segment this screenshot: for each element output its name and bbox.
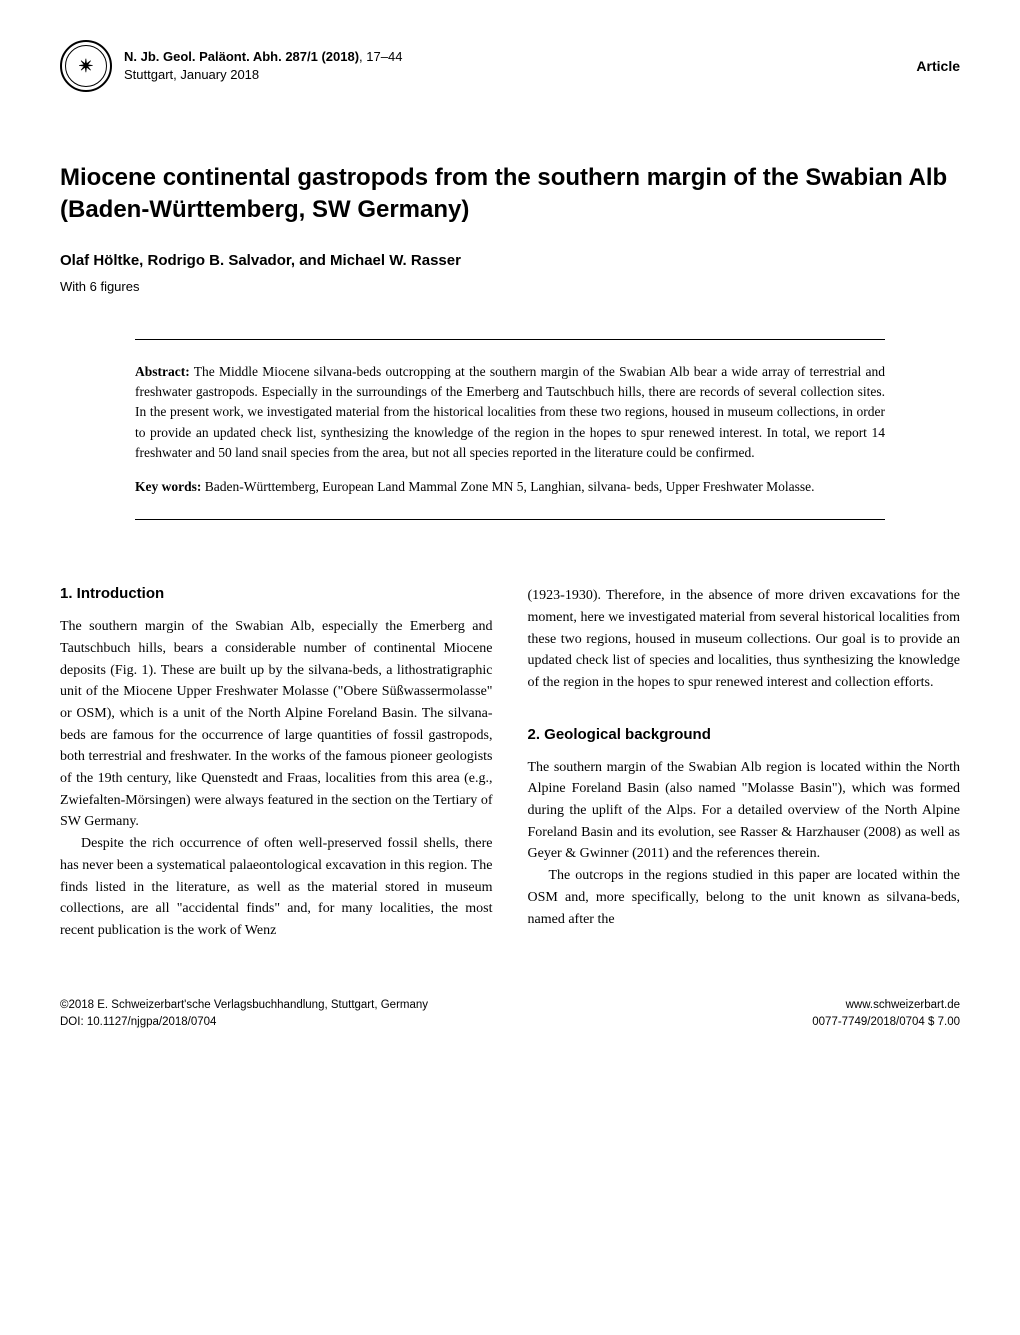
issn-price-line: 0077-7749/2018/0704 $ 7.00 — [812, 1014, 960, 1031]
publisher-line: Stuttgart, January 2018 — [124, 66, 402, 84]
section-heading-introduction: 1. Introduction — [60, 585, 493, 602]
header-left: ✴ N. Jb. Geol. Paläont. Abh. 287/1 (2018… — [60, 40, 402, 92]
intro-p3: (1923-1930). Therefore, in the absence o… — [528, 585, 961, 693]
publisher-logo-icon: ✴ — [60, 40, 112, 92]
abstract-paragraph: Abstract: The Middle Miocene silvana-bed… — [135, 362, 885, 463]
page-range: , 17–44 — [359, 49, 402, 64]
article-title: Miocene continental gastropods from the … — [60, 162, 960, 227]
abstract-block: Abstract: The Middle Miocene silvana-bed… — [135, 339, 885, 521]
section-heading-geology: 2. Geological background — [528, 726, 961, 743]
geo-p1: The southern margin of the Swabian Alb r… — [528, 757, 961, 865]
copyright-line: ©2018 E. Schweizerbart'sche Verlagsbuchh… — [60, 997, 428, 1014]
journal-title-line: N. Jb. Geol. Paläont. Abh. 287/1 (2018),… — [124, 48, 402, 66]
journal-info: N. Jb. Geol. Paläont. Abh. 287/1 (2018),… — [124, 48, 402, 84]
authors: Olaf Höltke, Rodrigo B. Salvador, and Mi… — [60, 252, 960, 269]
left-column: 1. Introduction The southern margin of t… — [60, 585, 493, 941]
intro-p1: The southern margin of the Swabian Alb, … — [60, 616, 493, 833]
logo-glyph: ✴ — [78, 56, 93, 77]
figures-note: With 6 figures — [60, 279, 960, 294]
abstract-text: The Middle Miocene silvana-beds outcropp… — [135, 364, 885, 460]
abstract-label: Abstract: — [135, 364, 190, 379]
intro-p2: Despite the rich occurrence of often wel… — [60, 833, 493, 941]
keywords-paragraph: Key words: Baden-Württemberg, European L… — [135, 477, 885, 497]
keywords-text: Baden-Württemberg, European Land Mammal … — [201, 479, 814, 494]
journal-title: N. Jb. Geol. Paläont. Abh. 287/1 (2018) — [124, 49, 359, 64]
page-header: ✴ N. Jb. Geol. Paläont. Abh. 287/1 (2018… — [60, 40, 960, 92]
footer-left: ©2018 E. Schweizerbart'sche Verlagsbuchh… — [60, 997, 428, 1032]
page-footer: ©2018 E. Schweizerbart'sche Verlagsbuchh… — [60, 997, 960, 1032]
two-column-body: 1. Introduction The southern margin of t… — [60, 585, 960, 941]
doi-line: DOI: 10.1127/njgpa/2018/0704 — [60, 1014, 428, 1031]
right-column: (1923-1930). Therefore, in the absence o… — [528, 585, 961, 941]
article-type-label: Article — [916, 58, 960, 74]
geo-p2: The outcrops in the regions studied in t… — [528, 865, 961, 930]
footer-right: www.schweizerbart.de 0077-7749/2018/0704… — [812, 997, 960, 1032]
website-line: www.schweizerbart.de — [812, 997, 960, 1014]
keywords-label: Key words: — [135, 479, 201, 494]
